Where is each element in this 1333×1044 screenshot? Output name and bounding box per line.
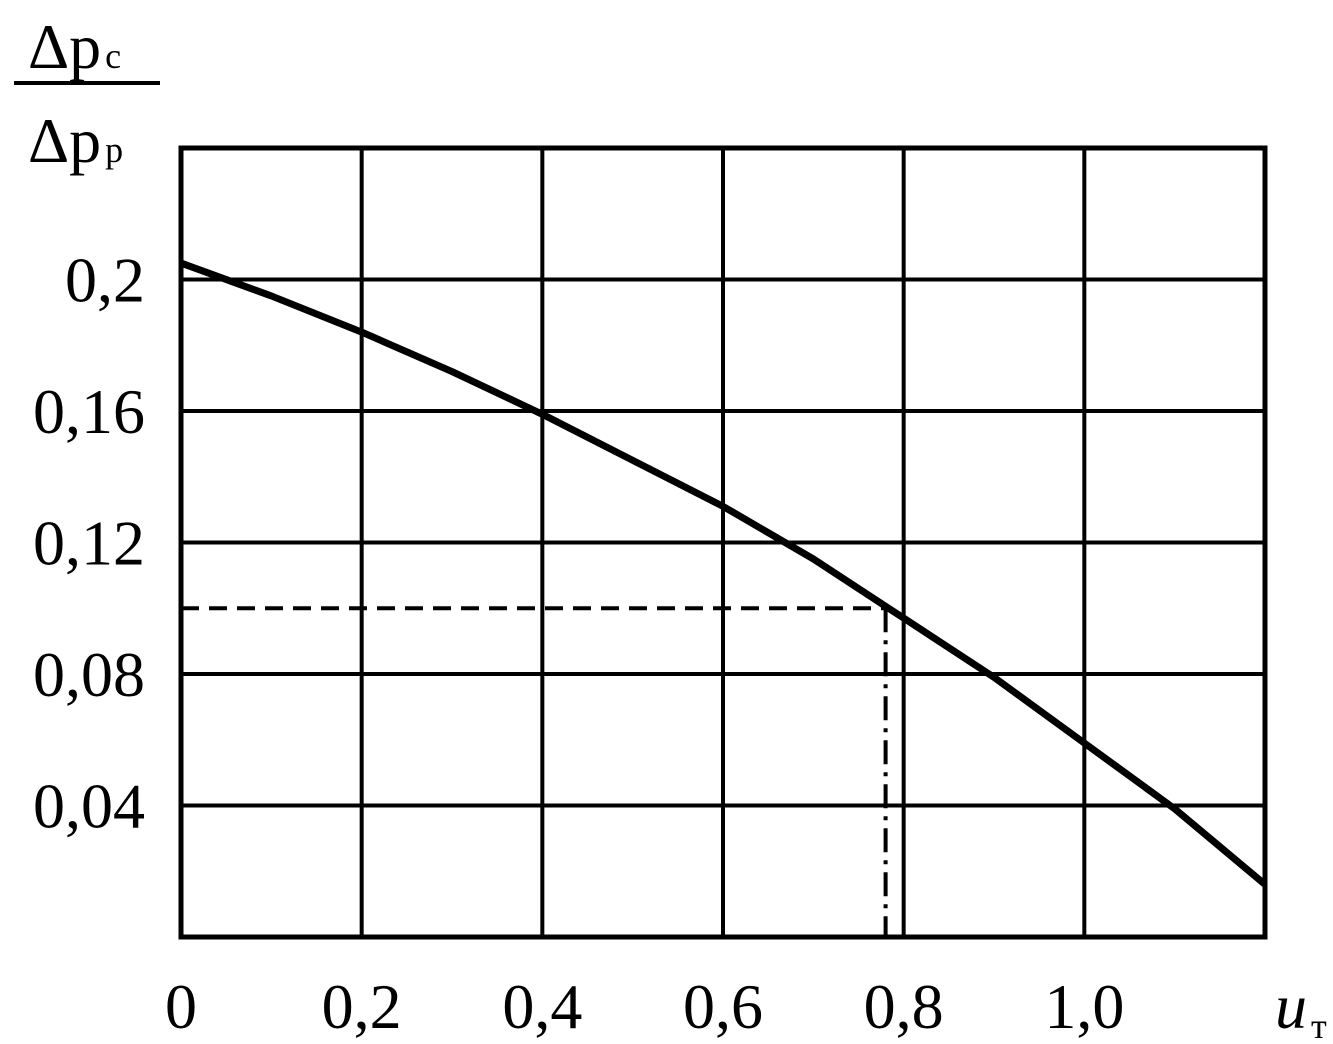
x-label-main: u [1275,971,1307,1042]
y-tick-label: 0,12 [33,508,145,579]
y-label-denominator: Δp р [28,105,123,176]
y-label-numerator: Δp с [28,11,121,82]
x-tick-label: 0 [165,971,197,1042]
x-tick-label: 0,4 [502,971,582,1042]
x-tick-label: 0,8 [864,971,944,1042]
y-tick-label: 0,04 [33,771,145,842]
curve [179,259,1268,888]
x-tick-label: 0,6 [683,971,763,1042]
y-label-num-sub: с [105,36,121,76]
y-tick-label: 0,08 [33,639,145,710]
y-label-den-sub: р [105,130,123,170]
y-tick-label: 0,2 [65,245,145,316]
y-label-den-main: Δp [28,105,101,176]
y-tick-label: 0,16 [33,376,145,447]
x-tick-label: 1,0 [1044,971,1124,1042]
x-tick-label: 0,2 [322,971,402,1042]
x-label-sub: т [1311,1006,1327,1044]
y-label-num-main: Δp [28,11,101,82]
